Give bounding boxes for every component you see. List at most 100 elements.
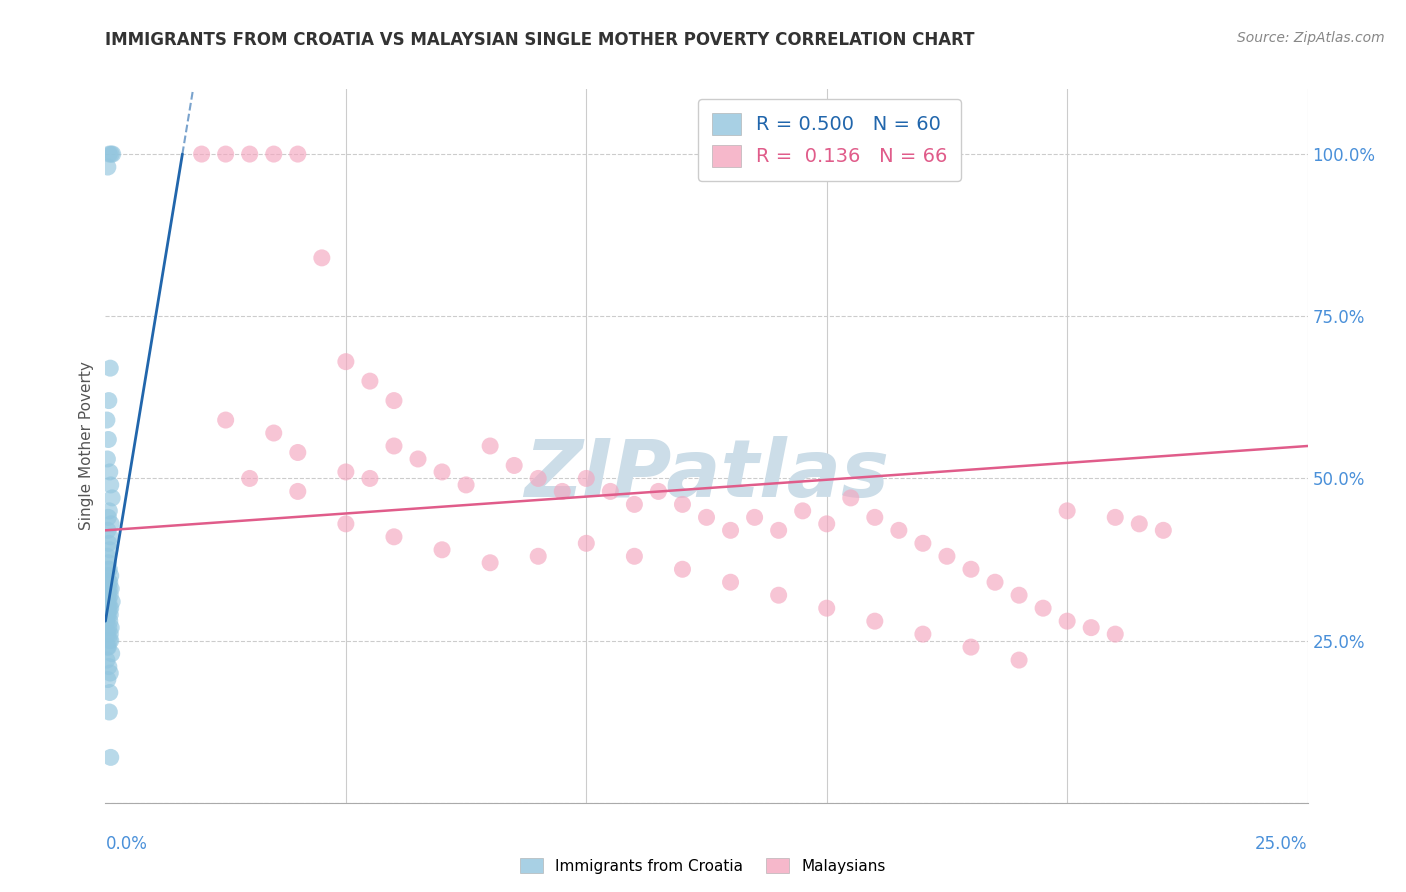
Point: [359, 471, 381, 485]
Point: [382, 393, 405, 408]
Text: 25.0%: 25.0%: [1256, 835, 1308, 853]
Point: [768, 588, 790, 602]
Point: [768, 524, 790, 538]
Point: [984, 575, 1007, 590]
Point: [190, 147, 212, 161]
Point: [98, 588, 121, 602]
Point: [335, 516, 357, 531]
Point: [406, 452, 429, 467]
Point: [335, 465, 357, 479]
Point: [1104, 510, 1126, 524]
Point: [887, 524, 910, 538]
Point: [100, 582, 122, 596]
Point: [100, 568, 122, 582]
Point: [97, 562, 120, 576]
Point: [101, 595, 124, 609]
Point: [911, 627, 934, 641]
Text: ZIPatlas: ZIPatlas: [524, 435, 889, 514]
Point: [97, 556, 120, 570]
Point: [430, 465, 453, 479]
Point: [96, 653, 118, 667]
Point: [100, 147, 122, 161]
Point: [720, 524, 742, 538]
Point: [527, 471, 550, 485]
Point: [96, 595, 118, 609]
Point: [1008, 588, 1031, 602]
Point: [960, 562, 983, 576]
Point: [335, 354, 357, 368]
Point: [97, 510, 120, 524]
Point: [97, 640, 120, 654]
Point: [1104, 627, 1126, 641]
Point: [98, 465, 121, 479]
Point: [101, 491, 124, 505]
Point: [287, 147, 309, 161]
Point: [96, 413, 118, 427]
Point: [96, 640, 118, 654]
Point: [98, 530, 121, 544]
Text: IMMIGRANTS FROM CROATIA VS MALAYSIAN SINGLE MOTHER POVERTY CORRELATION CHART: IMMIGRANTS FROM CROATIA VS MALAYSIAN SIN…: [105, 31, 974, 49]
Point: [97, 582, 120, 596]
Point: [863, 510, 886, 524]
Point: [863, 614, 886, 628]
Point: [98, 147, 121, 161]
Point: [97, 627, 120, 641]
Point: [96, 568, 118, 582]
Point: [97, 601, 120, 615]
Point: [599, 484, 621, 499]
Point: [815, 601, 838, 615]
Point: [100, 621, 122, 635]
Point: [839, 491, 862, 505]
Point: [1152, 524, 1174, 538]
Point: [96, 614, 118, 628]
Point: [97, 607, 120, 622]
Point: [97, 575, 120, 590]
Point: [454, 478, 477, 492]
Point: [97, 524, 120, 538]
Point: [98, 542, 121, 557]
Point: [98, 601, 121, 615]
Point: [98, 361, 121, 376]
Point: [1056, 504, 1078, 518]
Point: [671, 497, 693, 511]
Point: [575, 471, 598, 485]
Point: [575, 536, 598, 550]
Point: [720, 575, 742, 590]
Point: [527, 549, 550, 564]
Point: [479, 556, 502, 570]
Point: [430, 542, 453, 557]
Point: [960, 640, 983, 654]
Point: [96, 549, 118, 564]
Point: [98, 575, 121, 590]
Point: [96, 452, 118, 467]
Point: [623, 497, 645, 511]
Point: [647, 484, 669, 499]
Point: [100, 633, 122, 648]
Point: [1056, 614, 1078, 628]
Point: [1128, 516, 1150, 531]
Point: [263, 425, 285, 440]
Point: [100, 647, 122, 661]
Point: [214, 147, 236, 161]
Point: [98, 607, 121, 622]
Point: [744, 510, 766, 524]
Point: [1032, 601, 1054, 615]
Point: [97, 659, 120, 673]
Point: [97, 621, 120, 635]
Point: [100, 750, 122, 764]
Point: [936, 549, 959, 564]
Point: [97, 595, 120, 609]
Point: [96, 607, 118, 622]
Point: [239, 147, 262, 161]
Point: [98, 633, 121, 648]
Point: [98, 504, 121, 518]
Point: [101, 147, 124, 161]
Point: [623, 549, 645, 564]
Point: [96, 588, 118, 602]
Point: [1080, 621, 1102, 635]
Y-axis label: Single Mother Poverty: Single Mother Poverty: [79, 361, 94, 531]
Point: [97, 588, 120, 602]
Point: [479, 439, 502, 453]
Point: [1008, 653, 1031, 667]
Point: [311, 251, 333, 265]
